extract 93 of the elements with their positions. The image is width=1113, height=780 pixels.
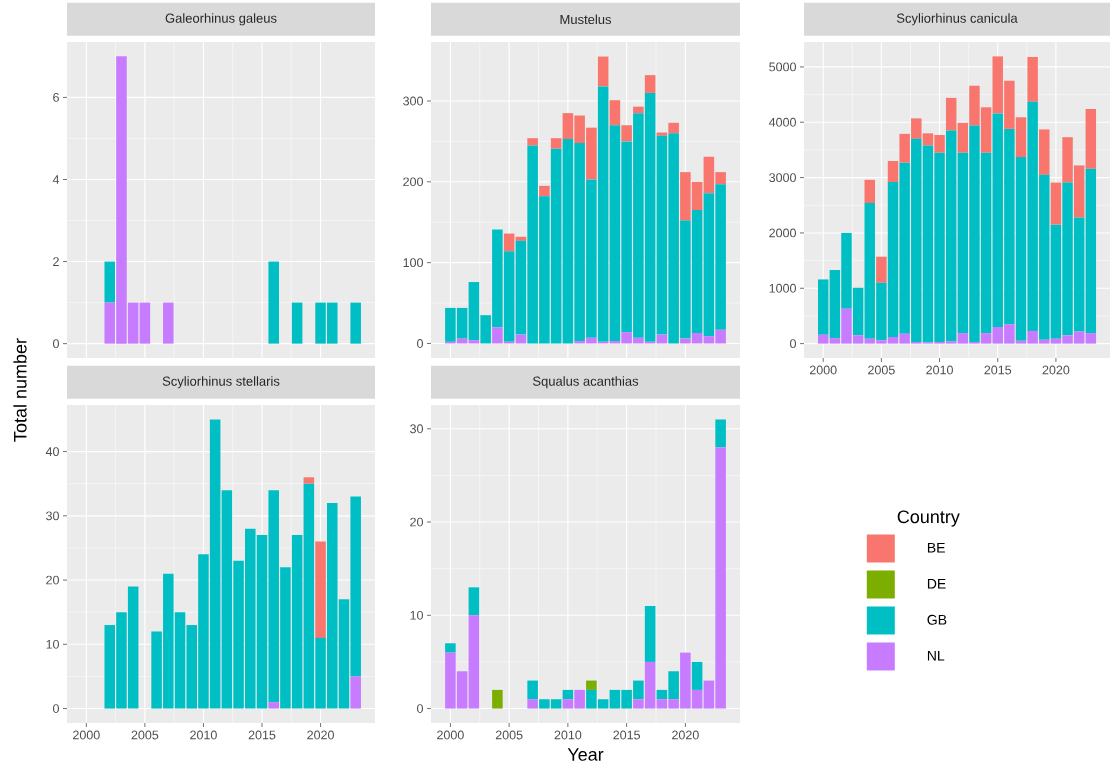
y-tick-label: 40 (45, 447, 59, 457)
x-tick-label: 2000 (73, 730, 100, 740)
y-tick-label: 1000 (769, 283, 796, 293)
y-tick-label: 4000 (768, 117, 796, 127)
bar (876, 256, 887, 283)
x-tick-label: 2010 (190, 730, 217, 740)
bar (527, 138, 538, 146)
bar (1085, 108, 1097, 169)
bar (817, 279, 829, 335)
chart-title: Mustelus (560, 14, 612, 25)
bar (691, 661, 703, 690)
x-tick-label: 2020 (307, 730, 334, 740)
y-tick-label: 20 (410, 517, 423, 527)
bar (550, 138, 562, 149)
bar (315, 541, 326, 638)
x-tick-label: 2010 (554, 730, 582, 740)
y-tick-label: 6 (53, 92, 59, 102)
y-tick-label: 0 (53, 704, 59, 713)
y-tick-label: 10 (46, 639, 59, 649)
x-tick-label: 2015 (248, 730, 276, 740)
bar (644, 605, 656, 662)
legend-label: NL (927, 650, 945, 661)
bar (539, 185, 550, 197)
chart-title: Scyliorhinus stellaris (162, 376, 280, 389)
bar (468, 587, 480, 616)
bar (864, 179, 875, 204)
bar (303, 477, 315, 484)
bar (527, 680, 538, 700)
x-tick-label: 2010 (926, 365, 953, 375)
bar (268, 702, 279, 709)
x-tick-label: 2015 (613, 730, 641, 740)
bar (715, 419, 726, 448)
bar (163, 302, 174, 344)
chart-title: Galeorhinus galeus (165, 13, 277, 26)
y-tick-label: 3000 (769, 173, 796, 183)
bar (609, 100, 621, 126)
y-tick-label: 4 (52, 175, 60, 184)
y-tick-label: 0 (417, 339, 423, 348)
y-tick-label: 2000 (769, 228, 796, 238)
bar (468, 615, 480, 709)
chart-title: Scyliorhinus canicula (896, 13, 1018, 26)
x-tick-label: 2000 (809, 365, 837, 375)
bar (445, 643, 456, 653)
bar (1085, 333, 1097, 344)
bar (945, 97, 957, 131)
x-axis-title: Year (567, 748, 604, 761)
y-tick-label: 10 (410, 610, 423, 620)
bar (817, 334, 829, 344)
legend-title: Country (897, 510, 960, 527)
bar (527, 699, 538, 709)
bar (139, 302, 151, 344)
bar (586, 680, 597, 690)
x-tick-label: 2005 (131, 730, 159, 740)
bar (1085, 168, 1097, 334)
bar (1050, 182, 1062, 225)
y-tick-label: 0 (790, 339, 796, 349)
bar (104, 261, 116, 303)
y-tick-label: 30 (410, 424, 423, 434)
x-tick-label: 2020 (672, 730, 699, 740)
y-tick-label: 5000 (769, 62, 796, 72)
y-tick-label: 100 (403, 258, 423, 268)
legend-label: GB (927, 614, 947, 625)
bar (492, 689, 503, 709)
bar (644, 75, 656, 93)
bar (1027, 56, 1038, 102)
chart-title: Squalus acanthias (532, 376, 639, 389)
x-tick-label: 2015 (984, 365, 1012, 375)
bar (515, 236, 527, 241)
x-tick-label: 2005 (868, 365, 895, 375)
legend-label: DE (927, 578, 946, 589)
y-tick-label: 0 (53, 339, 59, 349)
bar (503, 233, 515, 252)
bar (291, 302, 303, 344)
bar (668, 122, 679, 134)
bar (621, 125, 632, 142)
y-tick-label: 300 (403, 96, 423, 106)
y-tick-label: 0 (417, 704, 423, 713)
x-tick-label: 2020 (1042, 365, 1070, 375)
x-tick-label: 2000 (437, 730, 464, 740)
x-tick-label: 2005 (495, 730, 523, 740)
y-tick-label: 200 (403, 177, 423, 187)
y-tick-label: 2 (53, 257, 59, 266)
y-tick-label: 30 (46, 511, 59, 521)
legend-label: BE (927, 542, 945, 553)
bar (562, 689, 574, 700)
bar (268, 261, 279, 344)
bar (350, 676, 361, 709)
bar (1039, 129, 1050, 175)
bar (633, 106, 644, 114)
bar (350, 302, 361, 344)
y-axis-title: Total number (13, 338, 27, 442)
bar (597, 56, 609, 87)
y-tick-label: 20 (46, 575, 59, 585)
